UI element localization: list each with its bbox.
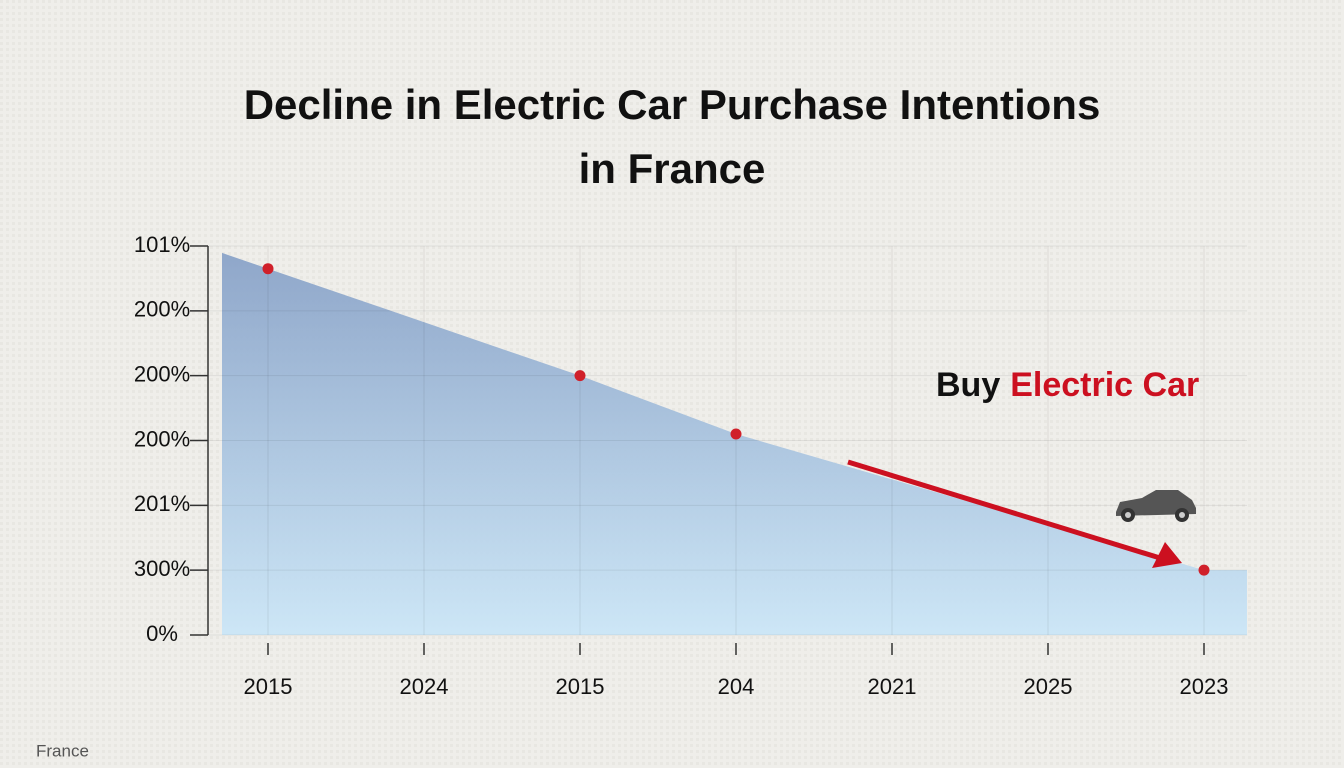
x-tick-label: 2015 (244, 674, 293, 699)
annotation-part: Buy (936, 366, 1000, 404)
x-tick-label: 2021 (868, 674, 917, 699)
y-tick-label: 200% (134, 297, 190, 322)
trend-arrow (847, 459, 1161, 561)
chart-title: in France (579, 145, 766, 192)
y-tick-label: 0% (146, 621, 178, 646)
y-tick-label: 201% (134, 491, 190, 516)
y-tick-label: 200% (134, 361, 190, 386)
annotation-part: Electric Car (1010, 366, 1199, 404)
x-tick-label: 2024 (400, 674, 449, 699)
x-tick-label: 2023 (1180, 674, 1229, 699)
y-tick-label: 101% (134, 232, 190, 257)
data-point (730, 428, 742, 440)
data-point (1198, 564, 1210, 576)
data-point (262, 263, 274, 275)
car-icon (1116, 490, 1196, 522)
data-point (574, 370, 586, 382)
x-tick-label: 2025 (1024, 674, 1073, 699)
area (222, 252, 1247, 635)
x-tick-label: 2015 (556, 674, 605, 699)
annotation: Buy Electric Car (936, 366, 1199, 404)
arrow-head (1152, 542, 1182, 568)
footnote: France (36, 741, 89, 760)
chart-title: Decline in Electric Car Purchase Intenti… (244, 81, 1101, 128)
y-tick-label: 200% (134, 426, 190, 451)
x-tick-label: 204 (718, 674, 755, 699)
y-tick-label: 300% (134, 556, 190, 581)
